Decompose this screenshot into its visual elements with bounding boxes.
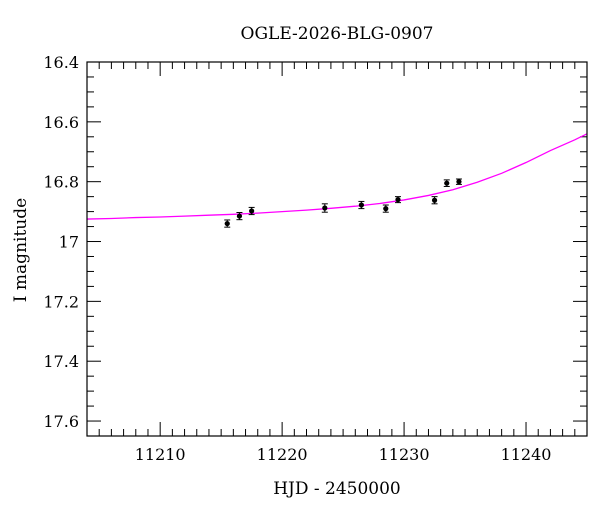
- x-tick-label: 11210: [135, 445, 186, 464]
- data-point: [394, 196, 401, 204]
- data-point: [431, 196, 438, 205]
- y-tick-label: 17.6: [43, 412, 79, 431]
- axis-ticks: 11210 11220 11230 11240 16.4 16.6 16.8 17 17.2 17…: [43, 53, 588, 464]
- y-tick-label: 17.4: [43, 352, 79, 371]
- data-point-marker: [456, 179, 462, 185]
- y-axis-label: I magnitude: [11, 198, 31, 302]
- y-tick-label: 16.4: [43, 53, 79, 72]
- data-point-marker: [224, 220, 230, 227]
- data-point-marker: [395, 197, 401, 203]
- y-tick-label: 17: [59, 233, 79, 252]
- data-point: [236, 211, 243, 221]
- y-tick-label: 16.8: [43, 173, 79, 192]
- data-point-marker: [431, 197, 438, 203]
- data-point: [358, 200, 365, 210]
- data-point-marker: [322, 205, 328, 211]
- plot-frame: [86, 61, 588, 437]
- data-point-marker: [249, 208, 255, 214]
- model-curve-line: [86, 133, 588, 220]
- data-point-marker: [236, 213, 243, 219]
- x-tick-label: 11220: [257, 445, 308, 464]
- data-point-marker: [358, 202, 364, 208]
- data-point: [455, 178, 462, 185]
- data-point-marker: [444, 180, 450, 186]
- chart-title: OGLE-2026-BLG-0907: [241, 24, 434, 44]
- data-point: [443, 179, 450, 187]
- data-point-marker: [383, 206, 389, 212]
- x-tick-label: 11230: [379, 445, 430, 464]
- data-points-layer: [224, 178, 462, 228]
- data-point: [382, 204, 389, 213]
- x-axis-label: HJD - 2450000: [273, 479, 401, 499]
- x-tick-label: 11240: [501, 445, 552, 464]
- data-point: [248, 206, 255, 216]
- data-point: [224, 219, 231, 228]
- y-tick-label: 16.6: [43, 113, 79, 132]
- y-tick-label: 17.2: [43, 292, 79, 311]
- data-point: [321, 203, 328, 213]
- model-curve-layer: [86, 133, 588, 220]
